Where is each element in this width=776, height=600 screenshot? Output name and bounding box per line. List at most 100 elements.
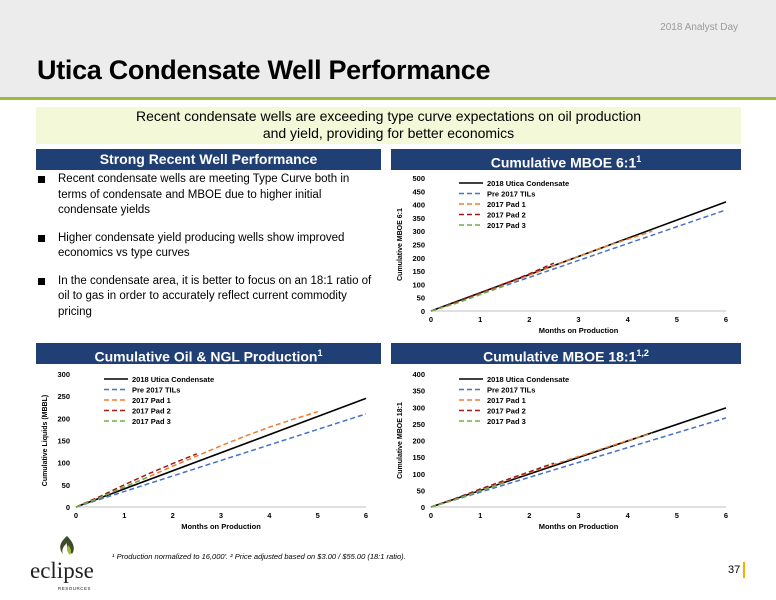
x-tick-label: 0 — [74, 511, 78, 520]
y-axis-label: Cumulative MBOE 6:1 — [397, 208, 404, 281]
y-tick-label: 200 — [412, 254, 425, 263]
x-tick-label: 1 — [122, 511, 126, 520]
section-header-performance: Strong Recent Well Performance — [36, 149, 381, 170]
y-tick-label: 100 — [412, 280, 425, 289]
x-tick-label: 4 — [626, 511, 631, 520]
y-tick-label: 250 — [412, 420, 425, 429]
y-tick-label: 450 — [412, 187, 425, 196]
chart-mboe18: 0 50 100 150 200 250 300 350 400 0 1 2 3 4 5 6 Months on… — [391, 368, 741, 533]
y-tick-label: 100 — [412, 470, 425, 479]
section-header-mboe18: Cumulative MBOE 18:11,2 — [391, 343, 741, 365]
y-tick-label: 350 — [412, 214, 425, 223]
series-line — [430, 417, 727, 508]
x-tick-label: 5 — [675, 315, 679, 324]
y-tick-label: 250 — [412, 241, 425, 250]
series-line — [430, 407, 727, 508]
y-axis-label: Cumulative Liquids (MBBL) — [42, 395, 49, 486]
y-tick-label: 250 — [57, 392, 70, 401]
x-axis-label: Months on Production — [539, 522, 619, 531]
series-line — [430, 462, 555, 508]
y-tick-label: 350 — [412, 387, 425, 396]
y-axis-label: Cumulative MBOE 18:1 — [397, 402, 404, 479]
section-sup-mboe18: 1,2 — [636, 348, 649, 358]
legend-label: Pre 2017 TILs — [487, 190, 535, 199]
banner-line-2: and yield, providing for better economic… — [262, 125, 515, 141]
y-tick-label: 50 — [62, 481, 70, 490]
x-tick-label: 5 — [316, 511, 320, 520]
x-tick-label: 3 — [576, 511, 580, 520]
chart-mboe6: 0 50 100 150 200 250 300 350 400 450 500 0 1 2 3 4 5 6 Mon… — [391, 172, 741, 337]
section-sup-oilngl: 1 — [317, 348, 323, 358]
bullet-square-icon — [38, 277, 45, 285]
section-title-mboe6: Cumulative MBOE 6:1 — [490, 154, 637, 171]
series-line — [430, 201, 727, 312]
series-line — [430, 230, 653, 312]
bullet-square-icon — [38, 176, 45, 183]
chart-mboe18-svg: 0 50 100 150 200 250 300 350 400 0 1 2 3 4 5 6 Months on… — [397, 370, 728, 531]
page-number-bar — [743, 562, 745, 578]
y-tick-label: 0 — [421, 503, 425, 512]
bullet-item: Recent condensate wells are meeting Type… — [36, 172, 381, 219]
section-title-performance: Strong Recent Well Performance — [99, 151, 318, 167]
x-tick-label: 2 — [527, 511, 531, 520]
y-tick-label: 200 — [412, 437, 425, 446]
legend-label: 2017 Pad 2 — [132, 407, 171, 416]
x-tick-label: 1 — [478, 511, 482, 520]
y-tick-label: 50 — [417, 294, 425, 303]
header-divider — [0, 97, 776, 100]
bullet-text: In the condensate area, it is better to … — [58, 274, 372, 318]
page-number: 37 — [728, 564, 741, 576]
y-tick-label: 0 — [421, 307, 425, 316]
series-line — [75, 413, 367, 508]
legend-label: 2017 Pad 1 — [132, 396, 171, 405]
x-tick-label: 6 — [724, 315, 728, 324]
legend-label: 2017 Pad 1 — [487, 200, 526, 209]
legend-label: 2017 Pad 2 — [487, 211, 526, 220]
legend-label: Pre 2017 TILs — [132, 386, 180, 395]
footnote: ¹ Production normalized to 16,000'. ² Pr… — [112, 552, 406, 561]
logo-subtext: RESOURCES — [58, 586, 92, 591]
legend-label: 2017 Pad 1 — [487, 396, 526, 405]
y-tick-label: 150 — [57, 437, 70, 446]
y-tick-label: 150 — [412, 267, 425, 276]
series-line — [430, 284, 506, 312]
series-line — [430, 481, 506, 508]
y-tick-label: 300 — [412, 227, 425, 236]
x-tick-label: 2 — [527, 315, 531, 324]
bullet-list: Recent condensate wells are meeting Type… — [36, 172, 381, 332]
x-axis-label: Months on Production — [181, 522, 261, 531]
x-axis-label: Months on Production — [539, 326, 619, 335]
logo-wordmark: eclipse — [30, 558, 94, 583]
series-line — [430, 262, 555, 312]
legend-label: 2017 Pad 3 — [487, 417, 526, 426]
x-tick-label: 6 — [724, 511, 728, 520]
section-header-oilngl: Cumulative Oil & NGL Production1 — [36, 343, 381, 365]
y-tick-label: 400 — [412, 370, 425, 379]
y-tick-label: 200 — [57, 414, 70, 423]
bullet-square-icon — [38, 234, 45, 242]
company-logo: eclipse RESOURCES — [30, 534, 110, 594]
section-header-mboe6: Cumulative MBOE 6:11 — [391, 149, 741, 171]
x-tick-label: 4 — [267, 511, 272, 520]
bullet-text: Recent condensate wells are meeting Type… — [58, 173, 350, 216]
series-line — [75, 476, 149, 508]
legend-label: 2018 Utica Condensate — [487, 375, 569, 384]
x-tick-label: 0 — [429, 511, 433, 520]
y-tick-label: 50 — [417, 486, 425, 495]
x-tick-label: 1 — [478, 315, 482, 324]
x-tick-label: 6 — [364, 511, 368, 520]
header-band — [0, 0, 776, 97]
bullet-item: Higher condensate yield producing wells … — [36, 231, 381, 262]
section-sup-mboe6: 1 — [636, 154, 642, 164]
chart-oilngl-svg: 0 50 100 150 200 250 300 0 1 2 3 4 5 6 Months on Produ… — [42, 370, 368, 531]
bullet-item: In the condensate area, it is better to … — [36, 274, 381, 321]
bullet-text: Higher condensate yield producing wells … — [58, 231, 345, 260]
series-line — [430, 432, 653, 508]
legend-label: 2018 Utica Condensate — [487, 179, 569, 188]
y-tick-label: 100 — [57, 459, 70, 468]
banner-line-1: Recent condensate wells are exceeding ty… — [135, 108, 642, 124]
legend-label: 2018 Utica Condensate — [132, 375, 214, 384]
x-tick-label: 0 — [429, 315, 433, 324]
y-tick-label: 300 — [57, 370, 70, 379]
legend-label: Pre 2017 TILs — [487, 386, 535, 395]
